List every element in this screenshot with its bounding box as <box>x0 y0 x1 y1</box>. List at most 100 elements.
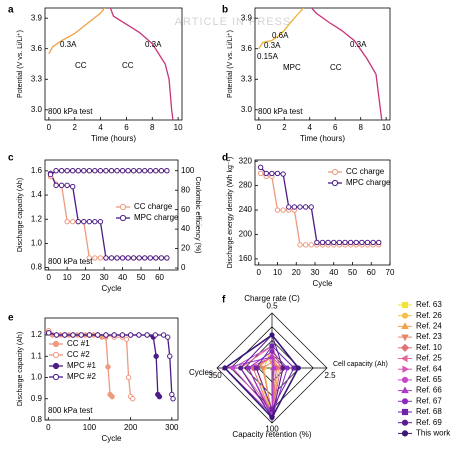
x-tick-label: 10 <box>273 268 282 277</box>
marker <box>280 365 286 371</box>
marker <box>103 168 109 174</box>
x-tick-label: 2 <box>282 123 287 132</box>
x-tick-label: 20 <box>81 273 90 282</box>
legend-label: MPC charge <box>346 178 391 187</box>
legend-label: Ref. 67 <box>416 396 442 405</box>
marker <box>123 336 130 342</box>
marker <box>319 239 326 246</box>
y2-axis-title: Coulombic efficiency (%) <box>194 177 201 254</box>
legend-label: CC #2 <box>67 350 90 359</box>
x-tick-label: 0 <box>257 123 262 132</box>
marker <box>95 332 101 338</box>
series-line <box>49 173 167 259</box>
y-tick-label: 0.9 <box>31 394 43 403</box>
marker <box>400 354 408 363</box>
marker <box>401 334 409 342</box>
marker <box>105 364 111 370</box>
marker <box>401 312 409 319</box>
x-tick-label: 60 <box>367 268 376 277</box>
marker <box>119 203 127 211</box>
x-tick-label: 8 <box>150 123 155 132</box>
x-tick-label: 6 <box>333 123 338 132</box>
marker <box>70 218 76 225</box>
x-tick-label: 40 <box>329 268 338 277</box>
annotation: CC <box>122 61 134 70</box>
annotation: 0.3A <box>350 40 367 49</box>
panel-letter: c <box>8 153 14 164</box>
marker <box>314 239 320 246</box>
marker <box>114 255 120 261</box>
marker <box>325 239 331 246</box>
marker <box>46 330 52 336</box>
annotation: 0.6A <box>272 31 289 40</box>
marker <box>52 373 60 381</box>
x-tick-label: 100 <box>83 423 97 432</box>
marker <box>268 353 276 360</box>
marker <box>295 365 301 371</box>
legend-label: CC charge <box>134 202 173 211</box>
marker <box>401 430 409 437</box>
y-tick-label: 280 <box>239 181 253 190</box>
panel-letter: e <box>8 313 14 324</box>
marker <box>257 164 264 171</box>
marker <box>130 255 137 261</box>
legend-label: Ref. 24 <box>416 322 442 331</box>
marker <box>119 332 126 338</box>
plot-frame <box>254 7 391 121</box>
annotation: CC <box>75 61 87 70</box>
marker <box>401 322 409 329</box>
y-tick-label: 3.9 <box>241 13 253 22</box>
marker <box>111 332 117 338</box>
plot-area <box>46 328 176 402</box>
watermark: ARTICLE IN PRESS <box>175 16 292 28</box>
y-tick-label: 160 <box>239 254 253 263</box>
marker <box>70 183 76 190</box>
annotation: MPC <box>283 63 301 72</box>
marker <box>153 168 159 174</box>
x-tick-label: 10 <box>63 273 72 282</box>
marker <box>92 218 98 225</box>
marker <box>291 365 297 371</box>
y2-tick-label: 0 <box>181 263 186 272</box>
marker <box>238 365 244 371</box>
x-tick-label: 0 <box>46 273 51 282</box>
marker <box>160 332 167 338</box>
y2-tick-label: 100 <box>181 166 195 175</box>
y-axis-title: Discharge capacity (Ah) <box>17 332 24 406</box>
y-tick-label: 1.2 <box>31 330 43 339</box>
y2-tick-label: 80 <box>181 185 190 194</box>
marker <box>302 242 309 248</box>
marker <box>147 255 153 261</box>
marker <box>401 301 409 309</box>
x-tick-label: 20 <box>292 268 301 277</box>
marker <box>297 204 303 210</box>
marker <box>78 332 84 338</box>
y-tick-label: 1.2 <box>31 214 43 223</box>
marker <box>58 182 65 189</box>
radar-axis-max: 100 <box>265 425 279 434</box>
marker <box>342 239 348 246</box>
marker <box>119 168 126 174</box>
x-tick-label: 0 <box>46 423 51 432</box>
legend-label: Ref. 23 <box>416 332 442 341</box>
x-tick-label: 8 <box>358 123 363 132</box>
marker <box>401 398 409 405</box>
panel-letter: f <box>222 295 226 306</box>
x-tick-label: 40 <box>118 273 127 282</box>
y-tick-label: 200 <box>239 230 253 239</box>
marker <box>331 179 339 187</box>
marker <box>153 255 159 261</box>
x-tick-label: 4 <box>308 123 313 132</box>
marker <box>269 415 275 420</box>
marker <box>147 168 153 174</box>
y-tick-label: 3.6 <box>31 44 43 53</box>
marker <box>353 239 359 246</box>
x-axis-title: Time (hours) <box>300 134 345 143</box>
radar-axis-max: 0.5 <box>266 302 278 311</box>
panel-letter: d <box>222 153 228 164</box>
x-tick-label: 200 <box>124 423 138 432</box>
x-tick-label: 10 <box>174 123 183 132</box>
y-tick-label: 3.3 <box>31 74 43 83</box>
legend-label: This work <box>416 429 451 438</box>
x-tick-label: 300 <box>165 423 179 432</box>
